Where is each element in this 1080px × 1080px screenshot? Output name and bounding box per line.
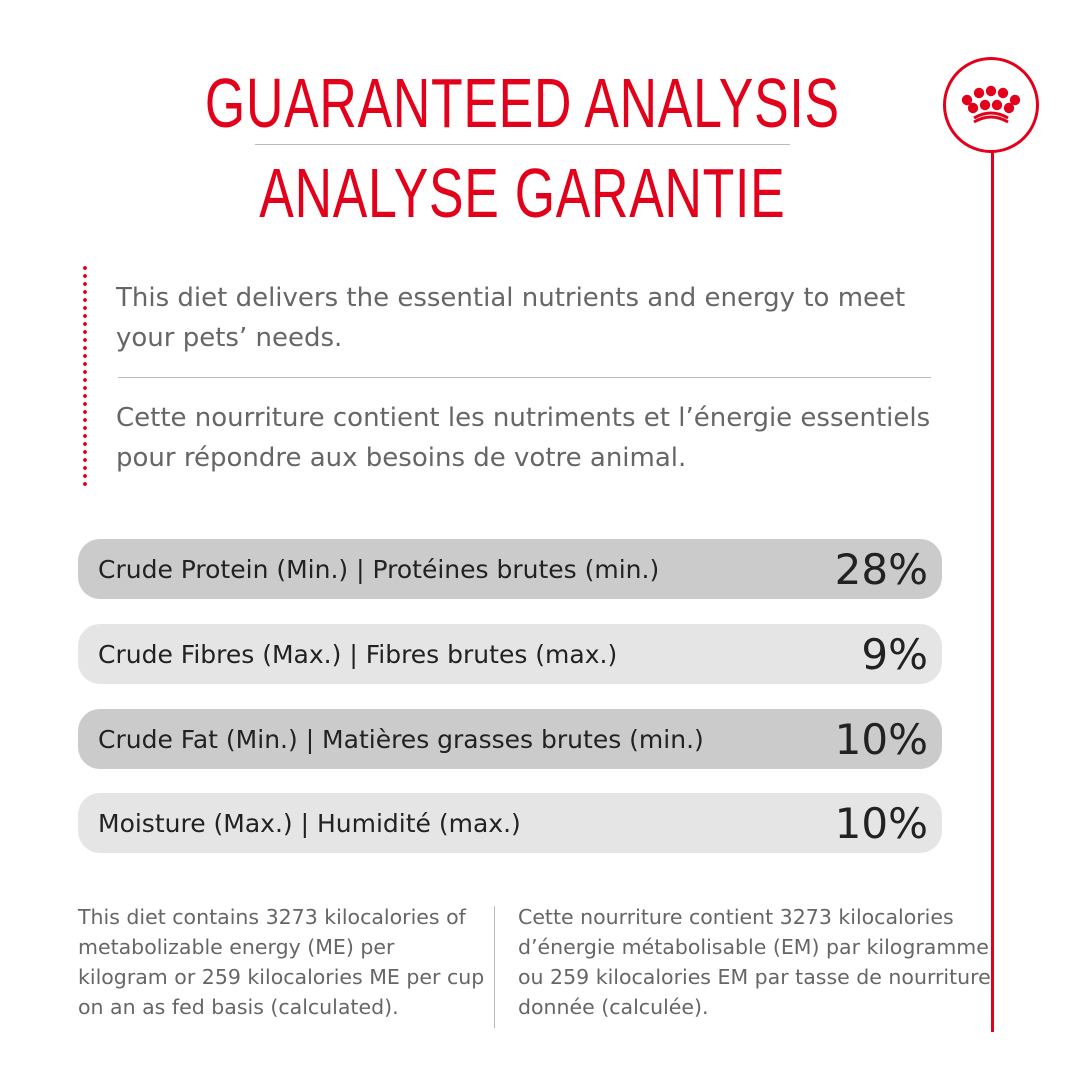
analysis-row-moisture: Moisture (Max.) | Humidité (max.) 10% bbox=[78, 793, 942, 853]
nutrient-value: 9% bbox=[861, 629, 928, 679]
nutrient-value: 28% bbox=[834, 544, 928, 594]
crown-logo-icon bbox=[943, 57, 1039, 153]
nutrient-value: 10% bbox=[834, 798, 928, 848]
nutrient-label: Crude Fibres (Max.) | Fibres brutes (max… bbox=[98, 639, 618, 669]
nutrient-label: Moisture (Max.) | Humidité (max.) bbox=[98, 808, 521, 838]
nutrient-value: 10% bbox=[834, 714, 928, 764]
dotted-accent-line bbox=[83, 264, 87, 490]
nutrient-label: Crude Protein (Min.) | Protéines brutes … bbox=[98, 554, 660, 584]
title-french: ANALYSE GARANTIE bbox=[259, 154, 786, 232]
intro-english: This diet delivers the essential nutrien… bbox=[116, 283, 906, 353]
title-english: GUARANTEED ANALYSIS bbox=[204, 64, 840, 142]
intro-french: Cette nourriture contient les nutriments… bbox=[116, 403, 931, 473]
energy-note-english: This diet contains 3273 kilocalories of … bbox=[78, 905, 485, 1019]
title-divider bbox=[255, 144, 790, 145]
analysis-row-fat: Crude Fat (Min.) | Matières grasses brut… bbox=[78, 709, 942, 769]
decorative-vertical-line bbox=[991, 152, 994, 1032]
footer-divider bbox=[494, 906, 495, 1028]
nutrient-label: Crude Fat (Min.) | Matières grasses brut… bbox=[98, 724, 704, 754]
analysis-row-fibre: Crude Fibres (Max.) | Fibres brutes (max… bbox=[78, 624, 942, 684]
energy-note-french: Cette nourriture contient 3273 kilocalor… bbox=[518, 905, 991, 1019]
intro-divider bbox=[118, 377, 931, 378]
analysis-row-protein: Crude Protein (Min.) | Protéines brutes … bbox=[78, 539, 942, 599]
